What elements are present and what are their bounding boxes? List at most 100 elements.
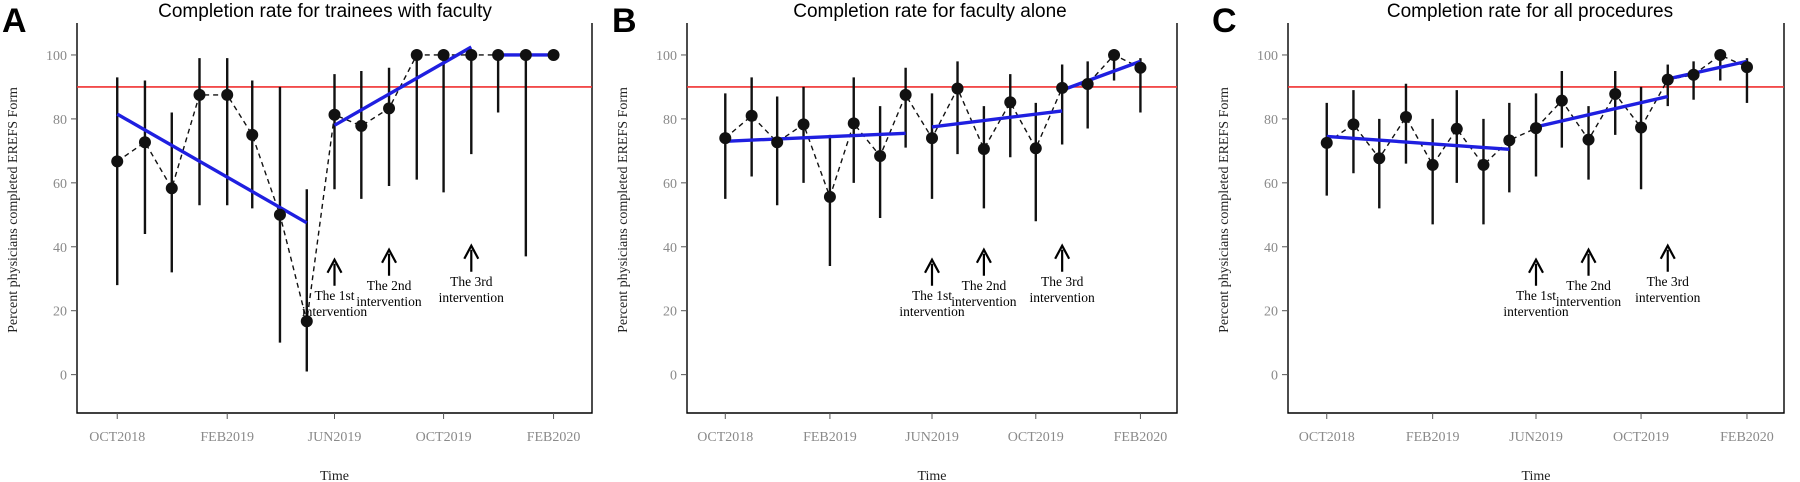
intervention-label: intervention — [899, 304, 964, 319]
y-tick-label: 20 — [53, 305, 67, 320]
intervention-arrow-head — [975, 247, 992, 264]
y-tick-label: 0 — [1271, 369, 1278, 384]
x-tick-label: OCT2019 — [416, 430, 472, 445]
intervention-label: intervention — [1635, 290, 1700, 305]
data-point — [926, 132, 938, 145]
trend-line — [1326, 134, 1510, 151]
x-tick-label: FEB2019 — [1406, 430, 1460, 445]
panel-letter: C — [1212, 2, 1237, 40]
data-point — [823, 190, 836, 203]
plot-frame — [686, 23, 1178, 414]
intervention-label: intervention — [1556, 294, 1621, 309]
chart-title: Completion rate for all procedures — [1387, 1, 1673, 22]
data-point — [1081, 78, 1094, 91]
x-tick-label: OCT2019 — [1008, 430, 1064, 445]
data-point — [1582, 133, 1595, 146]
chart-panel-a: A Completion rate for trainees with facul… — [2, 1, 593, 482]
data-point — [951, 82, 964, 95]
trend-line — [333, 45, 473, 127]
chart-title: Completion rate for faculty alone — [793, 1, 1067, 22]
data-point — [899, 88, 912, 101]
y-axis-title: Percent physicians completed EREFS Form — [6, 87, 21, 333]
trend-line — [1667, 59, 1748, 81]
data-point — [328, 108, 341, 121]
y-tick-label: 40 — [53, 241, 67, 256]
y-tick-label: 60 — [53, 177, 67, 192]
trend-line — [1535, 94, 1669, 129]
data-point — [1714, 48, 1727, 61]
y-tick-label: 80 — [53, 113, 67, 128]
data-point — [300, 315, 313, 328]
data-point — [719, 132, 732, 145]
intervention-arrow-head — [326, 257, 343, 274]
x-tick-label: OCT2018 — [89, 430, 145, 445]
intervention-label: The 3rd — [1041, 274, 1084, 289]
y-tick-label: 100 — [46, 49, 67, 64]
panel-letter: B — [612, 2, 637, 40]
data-point — [1056, 81, 1069, 94]
data-point — [519, 48, 532, 61]
data-point — [1687, 68, 1700, 81]
data-point — [111, 155, 124, 168]
chart-panel-c: C Completion rate for all procedures 0 20 40… — [1212, 1, 1785, 482]
data-point — [138, 136, 151, 149]
data-point — [355, 119, 368, 132]
intervention-label: intervention — [302, 304, 367, 319]
y-tick-label: 0 — [60, 369, 67, 384]
intervention-label: The 1st — [912, 288, 952, 303]
x-tick-label: FEB2019 — [200, 430, 254, 445]
y-tick-label: 100 — [656, 49, 677, 64]
intervention-label: intervention — [439, 290, 504, 305]
x-axis-title: Time — [1521, 469, 1550, 482]
y-tick-label: 20 — [663, 305, 677, 320]
data-point — [1373, 152, 1386, 165]
data-point — [797, 118, 810, 131]
intervention-label: The 1st — [1516, 288, 1556, 303]
y-tick-label: 60 — [1264, 177, 1278, 192]
intervention-arrow-head — [1580, 247, 1597, 264]
chart-panel-b: B Completion rate for faculty alone 0 20 40 6… — [612, 1, 1178, 482]
data-point — [1108, 48, 1121, 61]
data-point — [221, 88, 234, 101]
x-tick-label: FEB2020 — [527, 430, 581, 445]
data-point — [1029, 142, 1042, 155]
x-tick-label: FEB2020 — [1114, 430, 1168, 445]
data-point — [1426, 158, 1439, 171]
data-point — [1320, 136, 1333, 149]
intervention-label: intervention — [1030, 290, 1095, 305]
intervention-label: The 2nd — [367, 278, 412, 293]
data-point — [1347, 118, 1360, 131]
intervention-arrow-head — [381, 247, 398, 264]
intervention-arrow-head — [1659, 243, 1676, 260]
y-tick-label: 100 — [1257, 49, 1278, 64]
data-point — [273, 208, 286, 221]
trend-line — [725, 131, 906, 143]
intervention-label: The 2nd — [962, 278, 1007, 293]
x-tick-label: FEB2019 — [803, 430, 857, 445]
x-tick-label: JUN2019 — [1509, 430, 1563, 445]
data-point — [246, 128, 259, 141]
y-axis-title: Percent physicians completed EREFS Form — [616, 87, 631, 333]
chart-title: Completion rate for trainees with facult… — [158, 1, 492, 22]
x-tick-label: OCT2019 — [1613, 430, 1669, 445]
intervention-label: intervention — [356, 294, 421, 309]
data-point — [1450, 122, 1463, 135]
y-tick-label: 40 — [1264, 241, 1278, 256]
data-point — [874, 149, 887, 162]
x-tick-label: OCT2018 — [697, 430, 753, 445]
data-point — [1609, 87, 1622, 100]
x-tick-label: FEB2020 — [1720, 430, 1774, 445]
x-tick-label: JUN2019 — [905, 430, 959, 445]
intervention-label: The 1st — [314, 288, 354, 303]
y-tick-label: 0 — [670, 369, 677, 384]
intervention-arrow-head — [463, 243, 480, 260]
data-point — [1503, 134, 1516, 147]
intervention-label: intervention — [1503, 304, 1568, 319]
data-point — [492, 48, 505, 61]
plot-frame — [1287, 23, 1785, 414]
intervention-label: The 3rd — [450, 274, 493, 289]
data-point — [437, 48, 450, 61]
y-tick-label: 20 — [1264, 305, 1278, 320]
y-tick-label: 60 — [663, 177, 677, 192]
